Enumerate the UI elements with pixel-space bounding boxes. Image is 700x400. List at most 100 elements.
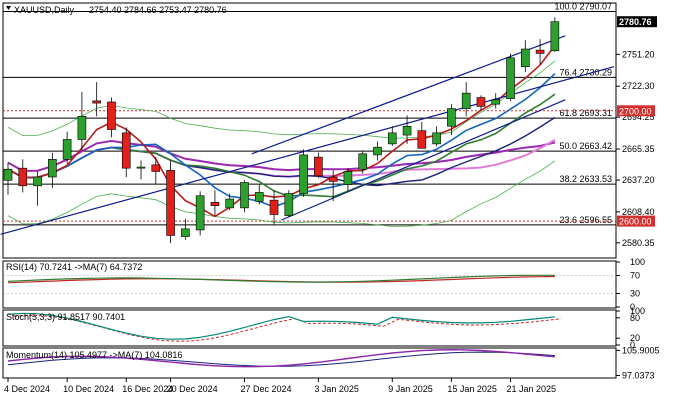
candle-body-17	[254, 192, 264, 202]
fib-label-4: 38.2 2633.53	[559, 174, 612, 184]
candle-5[interactable]	[77, 92, 87, 151]
candle-body-13	[195, 195, 205, 231]
candle-22[interactable]	[328, 170, 338, 202]
candle-25[interactable]	[373, 141, 382, 161]
candle-15[interactable]	[225, 193, 234, 211]
candle-20[interactable]	[299, 149, 308, 197]
candle-28[interactable]	[417, 121, 427, 149]
level-2700-tag: 2700.00	[617, 105, 655, 117]
y-tick-label-5: 2608.40	[622, 207, 655, 217]
x-tick-label-8: 21 Jan 2025	[507, 384, 557, 394]
rsi-tick-label-2: 30	[630, 289, 640, 299]
candle-body-14	[210, 202, 220, 206]
candle-body-1	[18, 167, 28, 187]
x-tick-label-0: 4 Dec 2024	[4, 384, 50, 394]
candle-26[interactable]	[387, 126, 397, 147]
rsi-panel-frame	[2, 260, 617, 309]
candle-body-24	[358, 153, 368, 170]
momentum-panel-frame	[2, 347, 617, 379]
candle-body-0	[3, 168, 13, 181]
y-tick-label-2: 2694.25	[622, 112, 655, 122]
mom-tick-label-1: 97.0373	[622, 370, 655, 380]
candle-29[interactable]	[432, 126, 441, 147]
candle-11[interactable]	[166, 160, 175, 244]
candle-6[interactable]	[92, 82, 101, 117]
candle-19[interactable]	[284, 190, 294, 217]
current-price-tag: 2780.76	[617, 16, 657, 28]
candle-4[interactable]	[62, 131, 72, 164]
candle-2[interactable]	[33, 171, 42, 206]
candlesticks[interactable]	[3, 17, 560, 244]
candle-3[interactable]	[48, 152, 57, 189]
stoch-main-line	[7, 312, 555, 340]
candle-17[interactable]	[254, 184, 264, 205]
x-tick-label-1: 10 Dec 2024	[63, 384, 114, 394]
ma-green-line	[7, 93, 556, 198]
candle-14[interactable]	[210, 190, 220, 216]
ma-fast-line	[7, 45, 556, 218]
trend-channel-line-1	[281, 99, 566, 221]
rsi-tick-label-1: 70	[630, 271, 640, 281]
y-tick-label-6: 2580.35	[622, 238, 655, 248]
candle-body-30	[447, 108, 456, 127]
x-tick-label-6: 9 Jan 2025	[388, 384, 433, 394]
rsi-title: RSI(14) 70.7241 ->MA(7) 64.7372	[6, 262, 142, 272]
candle-1[interactable]	[18, 159, 28, 193]
candle-10[interactable]	[151, 157, 161, 184]
candle-37[interactable]	[550, 17, 560, 52]
candle-7[interactable]	[107, 97, 116, 138]
candle-body-22	[328, 176, 338, 182]
candle-9[interactable]	[136, 160, 146, 180]
stoch-title: Stoch(5,3,3) 91.8517 90.7401	[6, 312, 125, 322]
candle-body-4	[62, 139, 72, 160]
candle-31[interactable]	[461, 82, 471, 117]
candle-0[interactable]	[3, 162, 13, 195]
candle-23[interactable]	[343, 168, 353, 192]
candle-13[interactable]	[195, 191, 205, 236]
collapse-arrow-icon[interactable]	[6, 6, 11, 10]
candle-36[interactable]	[535, 39, 545, 65]
candle-33[interactable]	[491, 93, 501, 109]
candle-21[interactable]	[314, 152, 323, 179]
candle-18[interactable]	[269, 190, 279, 225]
rsi-tick-label-3: 0	[630, 302, 635, 312]
level-2600-label: 2600.00	[619, 217, 652, 227]
candle-body-9	[136, 166, 146, 169]
y-tick-label-1: 2722.30	[622, 81, 655, 91]
candle-body-21	[314, 156, 323, 177]
y-tick-label-3: 2665.35	[622, 144, 655, 154]
stoch-tick-label-1: 80	[630, 313, 640, 323]
candle-body-19	[284, 193, 294, 216]
candle-body-28	[417, 130, 427, 149]
momentum-title: Momentum(14) 105.4977 ->MA(7) 104.0816	[6, 350, 182, 360]
candle-34[interactable]	[506, 53, 515, 101]
candle-body-35	[520, 48, 530, 67]
candle-body-37	[550, 21, 560, 52]
candle-12[interactable]	[181, 218, 190, 240]
candle-24[interactable]	[358, 151, 368, 174]
rsi-line	[7, 274, 555, 283]
y-tick-label-0: 2751.20	[622, 49, 655, 59]
candle-body-16	[240, 182, 249, 209]
stoch-panel-frame	[2, 309, 617, 347]
candle-27[interactable]	[402, 115, 412, 144]
symbol-title: XAUUSD,Daily	[14, 5, 75, 15]
stoch-tick-label-3: 0	[630, 340, 635, 350]
stoch-tick-label-2: 20	[630, 333, 640, 343]
candle-32[interactable]	[476, 95, 486, 111]
candle-8[interactable]	[121, 127, 131, 177]
trend-channel-line-0	[251, 35, 566, 155]
ma-blue-line	[7, 73, 556, 208]
candle-body-12	[181, 228, 190, 237]
candle-30[interactable]	[447, 104, 456, 136]
candle-body-27	[402, 125, 412, 136]
candle-body-32	[476, 97, 486, 107]
candle-body-15	[225, 198, 234, 209]
candle-35[interactable]	[520, 40, 530, 73]
candle-16[interactable]	[240, 180, 249, 213]
ma-purple-line	[7, 139, 556, 172]
candle-body-20	[299, 154, 308, 194]
